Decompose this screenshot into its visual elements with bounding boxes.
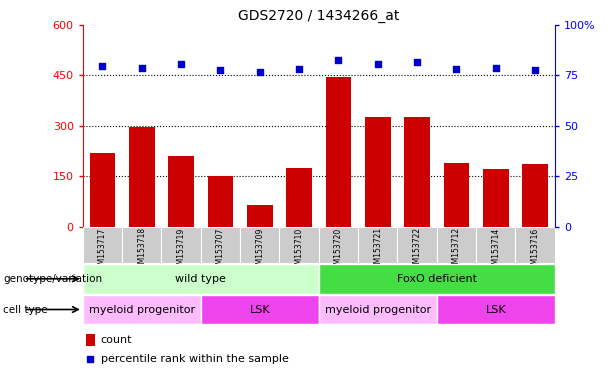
Bar [247,205,273,227]
Bar [405,118,430,227]
Point [412,59,422,65]
Text: GSM153707: GSM153707 [216,227,225,274]
Text: LSK: LSK [485,305,506,314]
Bar [286,168,312,227]
Text: cell type: cell type [3,305,48,314]
Text: GSM153722: GSM153722 [413,227,422,273]
Point [452,66,462,72]
Bar [208,176,233,227]
Text: wild type: wild type [175,274,226,284]
Text: GSM153716: GSM153716 [531,227,539,273]
Text: FoxO deficient: FoxO deficient [397,274,477,284]
Point [373,61,383,67]
Text: myeloid progenitor: myeloid progenitor [325,305,431,314]
Bar [122,227,161,263]
Text: LSK: LSK [249,305,270,314]
Bar [169,156,194,227]
Bar [476,227,516,263]
Bar [319,295,436,324]
Point [255,69,265,75]
Bar [280,227,319,263]
Bar [358,227,397,263]
Bar [436,227,476,263]
Point [86,356,96,362]
Text: GSM153720: GSM153720 [334,227,343,273]
Bar [319,264,555,294]
Bar [397,227,436,263]
Bar [129,127,154,227]
Text: GSM153718: GSM153718 [137,227,147,273]
Bar [83,227,122,263]
Bar [516,227,555,263]
Point [176,61,186,67]
Point [530,67,540,73]
Bar [201,227,240,263]
Text: GSM153717: GSM153717 [98,227,107,273]
Text: GSM153719: GSM153719 [177,227,186,273]
Text: myeloid progenitor: myeloid progenitor [89,305,195,314]
Bar [201,295,319,324]
Point [333,57,343,63]
Text: genotype/variation: genotype/variation [3,274,102,284]
Point [97,63,107,70]
Bar [161,227,201,263]
Bar [444,163,469,227]
Bar [83,295,201,324]
Bar [365,118,390,227]
Point [216,67,226,73]
Bar [436,295,555,324]
Bar [83,264,319,294]
Text: GSM153709: GSM153709 [255,227,264,274]
Point [491,65,501,71]
Text: GSM153710: GSM153710 [295,227,303,273]
Point [294,66,304,72]
Bar [483,169,509,227]
Title: GDS2720 / 1434266_at: GDS2720 / 1434266_at [238,8,400,23]
Text: GSM153714: GSM153714 [491,227,500,273]
Point [137,65,147,71]
Text: count: count [101,335,132,345]
Text: percentile rank within the sample: percentile rank within the sample [101,354,288,364]
Text: GSM153712: GSM153712 [452,227,461,273]
Bar [240,227,280,263]
Bar [86,334,95,346]
Bar [522,164,548,227]
Bar [326,77,351,227]
Text: GSM153721: GSM153721 [373,227,383,273]
Bar [319,227,358,263]
Bar [89,152,115,227]
